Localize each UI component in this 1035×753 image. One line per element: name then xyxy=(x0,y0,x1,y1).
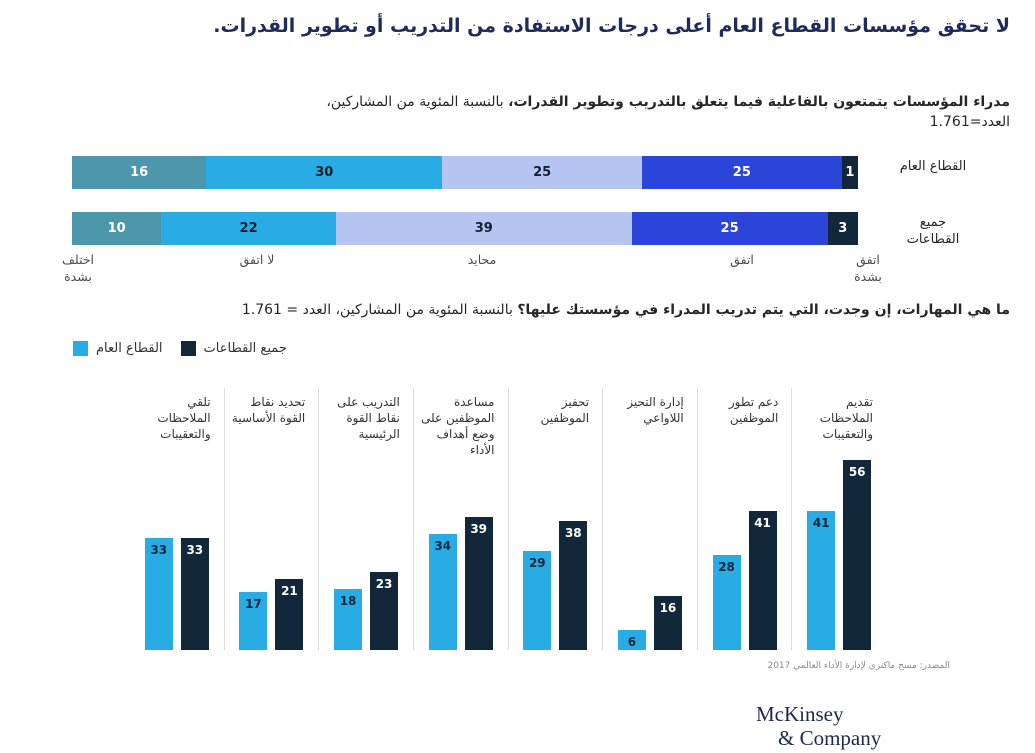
category-label: تحفيز الموظفين xyxy=(540,395,590,425)
bar: 41 xyxy=(807,511,836,650)
scale-label-neutral: محايد xyxy=(467,252,497,267)
category-label: دعم تطور الموظفين xyxy=(728,395,779,425)
category-label: التدريب على نقاط القوة الرئيسية xyxy=(337,395,400,441)
bar-value: 23 xyxy=(375,577,393,591)
stacked-chart-subtitle-rest: بالنسبة المئوية من المشاركين، العدد=1.76… xyxy=(326,94,1010,130)
stacked-segment: 1 xyxy=(841,156,858,189)
stacked-segment: 25 xyxy=(631,212,828,245)
bar-pair: 17 21 xyxy=(225,579,319,650)
legend-label-all-sectors: جميع القطاعات xyxy=(203,341,287,356)
bar: 33 xyxy=(180,538,209,650)
bar: 41 xyxy=(748,511,777,650)
bar-value: 41 xyxy=(812,516,830,530)
category-label: تقديم الملاحظات والتعقيبات xyxy=(819,395,873,441)
bar-value: 34 xyxy=(434,539,452,553)
stacked-segment: 30 xyxy=(206,156,443,189)
stacked-chart-subtitle-bold: مدراء المؤسسات يتمتعون بالفاعلية فيما يت… xyxy=(508,94,1010,110)
category-group: تحفيز الموظفين 29 38 xyxy=(509,388,604,650)
stacked-row-label-public-sector: القطاع العام xyxy=(899,159,967,174)
stacked-row-label-all-sectors: جميع القطاعات xyxy=(906,215,960,247)
bar-value: 17 xyxy=(245,597,262,611)
grouped-chart-title: ما هي المهارات، إن وجدت، التي يتم تدريب … xyxy=(100,302,1010,318)
bar-value: 29 xyxy=(528,556,546,570)
bar: 17 xyxy=(239,592,268,650)
stacked-segment: 25 xyxy=(642,156,842,189)
bar: 29 xyxy=(523,551,552,650)
bar-value: 33 xyxy=(150,543,168,557)
scale-label-strongly-agree: اتفق بشدة xyxy=(854,252,882,284)
scale-label-agree: اتفق xyxy=(730,252,754,267)
bar: 21 xyxy=(275,579,304,650)
bar-value: 41 xyxy=(754,516,771,530)
legend-item-all-sectors: جميع القطاعات xyxy=(180,341,287,356)
category-label: تحديد نقاط القوة الأساسية xyxy=(231,395,306,425)
legend-swatch-public-sector xyxy=(73,341,88,356)
category-label: إدارة التحيز اللاواعي xyxy=(627,395,684,425)
bar: 33 xyxy=(144,538,173,650)
category-group: تحديد نقاط القوة الأساسية 17 21 xyxy=(225,388,320,650)
stacked-segment: 10 xyxy=(72,212,162,245)
bar-value: 33 xyxy=(186,543,204,557)
scale-label-strongly-disagree: اختلف بشدة xyxy=(61,252,95,284)
mckinsey-logo: McKinsey & Company xyxy=(756,702,881,750)
bar-value: 28 xyxy=(718,560,735,574)
category-group: تقديم الملاحظات والتعقيبات 41 56 xyxy=(792,388,886,650)
bar-pair: 18 23 xyxy=(319,572,413,650)
bar: 28 xyxy=(712,555,741,650)
category-group: إدارة التحيز اللاواعي 6 16 xyxy=(603,388,698,650)
stacked-segment: 3 xyxy=(827,212,858,245)
scale-label-disagree: لا اتفق xyxy=(239,252,275,267)
bar-value: 18 xyxy=(339,594,357,608)
stacked-segment: 39 xyxy=(335,212,632,245)
bar-value: 56 xyxy=(848,465,866,479)
bar-pair: 34 39 xyxy=(414,517,508,650)
category-group: مساعدة الموظفين على وضع أهداف الأداء 34 39 xyxy=(414,388,509,650)
category-group: التدريب على نقاط القوة الرئيسية 18 23 xyxy=(319,388,414,650)
bar: 6 xyxy=(617,630,646,650)
category-label: مساعدة الموظفين على وضع أهداف الأداء xyxy=(421,395,495,457)
grouped-chart-title-rest: بالنسبة المئوية من المشاركين، العدد = 1.… xyxy=(241,302,518,318)
category-group: دعم تطور الموظفين 28 41 xyxy=(698,388,793,650)
stacked-segment: 25 xyxy=(442,156,642,189)
legend-item-public-sector: القطاع العام xyxy=(73,341,163,356)
logo-line2: & Company xyxy=(778,726,882,750)
bar-pair: 28 41 xyxy=(698,511,792,650)
bar: 18 xyxy=(334,589,363,650)
bar-pair: 29 38 xyxy=(509,521,603,650)
legend-swatch-all-sectors xyxy=(180,341,196,356)
bar: 38 xyxy=(559,521,588,650)
bar-value: 38 xyxy=(564,526,582,540)
page-title: لا تحقق مؤسسات القطاع العام أعلى درجات ا… xyxy=(213,15,1010,37)
bar-pair: 6 16 xyxy=(603,596,697,650)
bar: 16 xyxy=(653,596,682,650)
bar-value: 21 xyxy=(281,584,298,598)
bar: 39 xyxy=(464,517,493,650)
stacked-chart-subtitle: مدراء المؤسسات يتمتعون بالفاعلية فيما يت… xyxy=(180,92,1010,132)
category-label: تلقي الملاحظات والتعقيبات xyxy=(157,395,211,441)
bar-value: 39 xyxy=(470,522,488,536)
bar: 23 xyxy=(370,572,399,650)
bar-pair: 41 56 xyxy=(792,460,886,650)
stacked-bar-public-sector: 16 30 25 25 1 xyxy=(72,156,858,189)
grouped-bar-chart: تلقي الملاحظات والتعقيبات 33 33 تحديد نقاط … xyxy=(130,388,886,650)
legend-label-public-sector: القطاع العام xyxy=(96,341,163,356)
stacked-segment: 16 xyxy=(72,156,207,189)
grouped-chart-title-bold: ما هي المهارات، إن وجدت، التي يتم تدريب … xyxy=(517,302,1010,318)
bar: 56 xyxy=(843,460,872,650)
legend: القطاع العام جميع القطاعات xyxy=(73,341,287,356)
stacked-segment: 22 xyxy=(161,212,336,245)
logo-line1: McKinsey xyxy=(756,702,844,726)
category-group: تلقي الملاحظات والتعقيبات 33 33 xyxy=(130,388,225,650)
stacked-bar-all-sectors: 10 22 39 25 3 xyxy=(72,212,858,245)
bar-value: 6 xyxy=(627,635,637,649)
source-note: المصدر: مسح ماكنزي لإدارة الأداء العالمي… xyxy=(767,661,950,671)
bar: 34 xyxy=(428,534,457,650)
bar-pair: 33 33 xyxy=(130,538,224,650)
bar-value: 16 xyxy=(659,601,677,615)
